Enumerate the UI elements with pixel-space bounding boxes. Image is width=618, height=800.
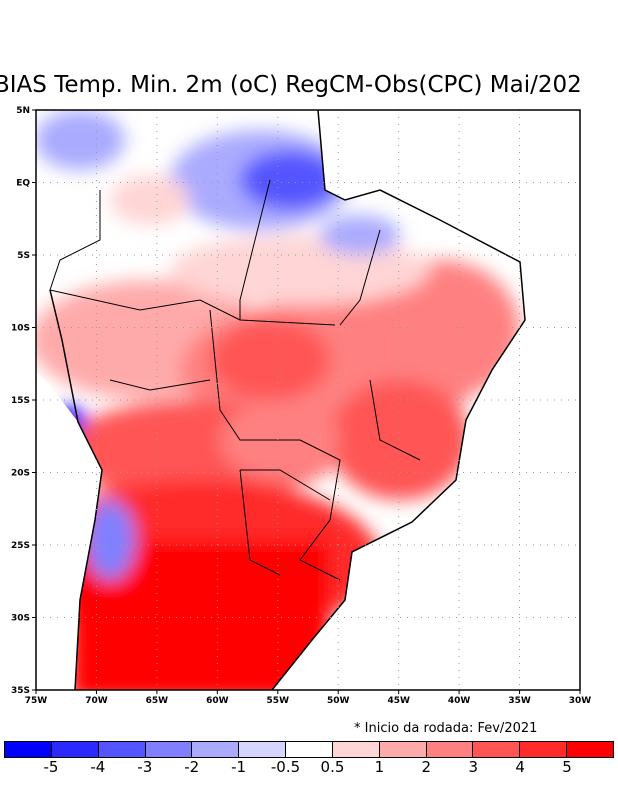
colorbar-swatch [5, 742, 52, 757]
y-tick-label: 25S [11, 541, 30, 551]
colorbar-swatch [51, 742, 99, 757]
borders [49, 179, 421, 581]
colorbar-label: 2 [421, 758, 432, 776]
colorbar-label: 5 [562, 758, 572, 776]
colorbar-swatch [567, 742, 613, 757]
colorbar-label: -4 [90, 758, 106, 776]
x-tick-label: 75W [25, 696, 48, 706]
grid-lines [36, 110, 580, 690]
colorbar-label: -0.5 [270, 758, 301, 776]
y-tick-label: EQ [16, 179, 30, 189]
x-tick-label: 70W [85, 696, 108, 706]
chart-title: BIAS Temp. Min. 2m (oC) RegCM-Obs(CPC) M… [0, 72, 582, 98]
colorbar-swatch [192, 742, 240, 757]
colorbar-swatch [145, 742, 193, 757]
colorbar-label: -2 [184, 758, 200, 776]
x-tick-label: 35W [508, 696, 531, 706]
run-start-note: * Inicio da rodada: Fev/2021 [354, 721, 538, 736]
x-tick-label: 45W [387, 696, 410, 706]
colorbar-swatch [286, 742, 333, 757]
y-tick-label: 5N [16, 106, 30, 116]
y-tick-label: 35S [11, 686, 30, 696]
y-tick-label: 5S [17, 251, 30, 261]
x-tick-label: 40W [448, 696, 471, 706]
y-tick-label: 30S [11, 614, 30, 624]
colorbar-swatch [426, 742, 474, 757]
colorbar-swatch [379, 742, 427, 757]
x-tick-label: 65W [146, 696, 169, 706]
colorbar-label: -5 [43, 758, 59, 776]
y-tick-label: 15S [11, 396, 30, 406]
colorbar-swatch [520, 742, 568, 757]
colorbar-swatch [473, 742, 521, 757]
colorbar [4, 741, 614, 758]
x-tick-label: 50W [327, 696, 350, 706]
colorbar-swatch [332, 742, 380, 757]
x-tick-label: 30W [569, 696, 592, 706]
colorbar-label: -3 [137, 758, 153, 776]
colorbar-label: -1 [231, 758, 247, 776]
bias-map: 75W 70W 65W 60W 55W 50W 45W 40W 35W 30W 5N EQ 5S 10S 1… [11, 106, 591, 706]
x-tick-label: 60W [206, 696, 229, 706]
colorbar-label: 4 [515, 758, 525, 776]
y-tick-label: 20S [11, 469, 30, 479]
coastline [49, 109, 526, 691]
colorbar-label: 1 [374, 758, 385, 776]
y-tick-label: 10S [11, 324, 30, 334]
colorbar-swatch [239, 742, 287, 757]
colorbar-swatch [98, 742, 146, 757]
colorbar-label: 3 [468, 758, 478, 776]
colorbar-label: 0.5 [320, 758, 345, 776]
axis-ticks: 75W 70W 65W 60W 55W 50W 45W 40W 35W 30W 5N EQ 5S 10S 1… [11, 106, 591, 706]
bias-field [36, 110, 525, 690]
x-tick-label: 55W [267, 696, 290, 706]
